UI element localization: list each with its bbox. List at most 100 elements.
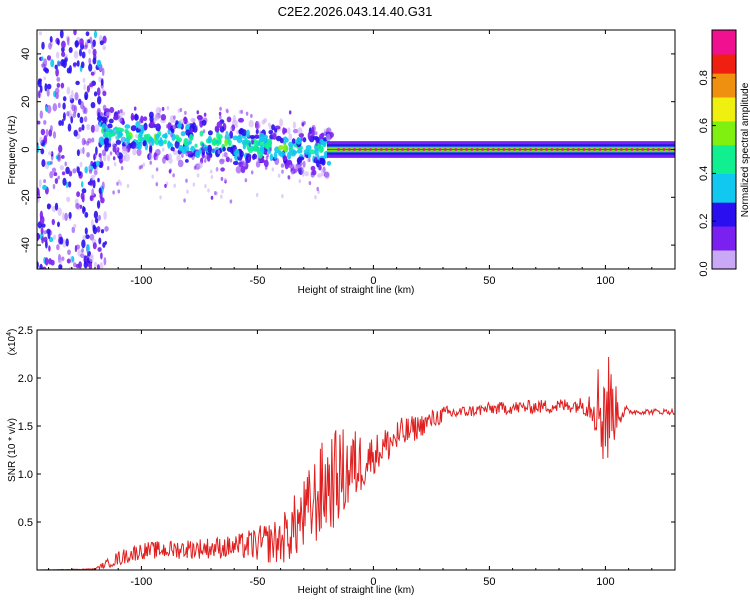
spectrogram-cell — [209, 169, 213, 174]
spectrogram-cell — [207, 130, 213, 136]
peak-marker — [353, 148, 356, 151]
colorbar-tick-label: 0.4 — [698, 166, 710, 181]
spectrogram-cell — [58, 120, 63, 126]
spectrogram-cell — [278, 145, 284, 151]
colorbar-step — [712, 225, 736, 229]
spectrogram-cell — [80, 61, 85, 69]
spectrogram-cell — [210, 174, 214, 180]
spectrogram-cell — [37, 120, 41, 125]
spectrogram-cell — [319, 157, 325, 165]
spectrogram-cell — [169, 168, 172, 173]
spectrogram-cell — [193, 165, 197, 170]
spectrogram-cell — [279, 118, 284, 127]
spectrogram-cell — [98, 237, 102, 245]
spectrogram-cell — [289, 164, 292, 169]
spectrogram-cell — [105, 127, 111, 133]
spectrogram-cell — [221, 189, 224, 194]
spectrogram-cell — [101, 67, 105, 77]
spectrogram-cell — [80, 253, 85, 259]
spectrogram-cell — [94, 217, 99, 224]
spectrogram-cell — [170, 132, 173, 138]
colorbar-step — [712, 84, 736, 88]
spectrogram-cell — [314, 147, 319, 157]
spectrogram-cell — [142, 162, 146, 167]
spectrogram-cell — [100, 140, 105, 146]
spectrogram-cell — [255, 192, 259, 198]
spectrogram-cell — [221, 153, 225, 158]
spectrogram-cell — [55, 68, 59, 77]
colorbar-step — [712, 264, 736, 268]
spectrogram-cell — [176, 154, 181, 162]
colorbar-step — [712, 73, 736, 77]
spectrogram-cell — [97, 177, 100, 183]
snr-scale-label: (x104) — [6, 329, 18, 356]
peak-marker — [449, 148, 453, 151]
colorbar-step — [712, 77, 736, 81]
spectrogram-panel: -100 -50 0 50 100 -40 -20 0 20 40 Height of strai… — [7, 29, 676, 296]
spectrogram-cell — [65, 181, 69, 189]
spectrogram-cell — [120, 166, 124, 171]
spectrogram-cell — [315, 142, 318, 147]
spectrogram-cell — [179, 119, 185, 124]
spectrogram-cell — [255, 129, 259, 135]
spectrogram-cell — [105, 130, 110, 139]
peak-marker — [454, 148, 458, 151]
spectrogram-cell — [96, 87, 101, 97]
spectrogram-cell — [164, 132, 168, 139]
snr-frame — [36, 329, 676, 571]
colorbar-step — [712, 254, 736, 258]
spectrogram-cell — [326, 127, 332, 136]
peak-marker — [630, 148, 634, 151]
spectrogram-cell — [112, 190, 115, 195]
spectrogram-cell — [236, 130, 239, 135]
peak-marker — [529, 148, 533, 151]
spectrogram-cell — [126, 183, 130, 188]
spectrogram-cell — [47, 230, 51, 240]
colorbar-step — [712, 151, 736, 155]
colorbar-step — [712, 173, 736, 177]
spectrogram-cell — [199, 130, 204, 137]
spectrogram-cell — [101, 149, 107, 157]
spectrogram-cell — [88, 48, 91, 55]
colorbar-step — [712, 230, 736, 234]
spectrogram-cell — [272, 132, 277, 140]
spectrogram-cell — [95, 166, 99, 171]
spectrogram-cell — [95, 146, 98, 156]
spectrogram-cell — [43, 230, 48, 235]
spectrogram-cell — [116, 152, 120, 157]
spectrogram-cell — [53, 172, 58, 177]
y-tick-label: 0.5 — [18, 517, 33, 529]
colorbar-step — [712, 58, 736, 62]
spectrogram-cell — [212, 148, 215, 153]
spectrogram-cell — [100, 229, 105, 234]
spectrogram-cell — [155, 182, 159, 187]
spectrogram-cell — [284, 128, 288, 134]
peak-marker — [481, 148, 485, 151]
colorbar-step — [712, 99, 736, 103]
spectrogram-cell — [113, 162, 117, 167]
spectrogram-cell — [154, 123, 160, 129]
spectrogram-cell — [224, 138, 229, 147]
spectrogram-cell — [297, 127, 303, 135]
colorbar-step — [712, 82, 736, 86]
spectrogram-cell — [103, 108, 107, 113]
spectrogram-cell — [201, 143, 205, 148]
colorbar-step — [712, 127, 736, 131]
spectrogram-cell — [223, 152, 228, 158]
spectrogram-cell — [88, 57, 92, 65]
spectrogram-cell — [104, 143, 109, 152]
spectrogram-cell — [56, 77, 61, 82]
colorbar-step — [712, 113, 736, 117]
spectrogram-cell — [218, 134, 223, 140]
spectrogram-cell — [81, 239, 86, 249]
spectrogram-cell — [43, 179, 47, 184]
spectrogram-cell — [54, 87, 60, 95]
colorbar-step — [712, 104, 736, 108]
spectrogram-cell — [311, 126, 315, 132]
colorbar-step — [712, 168, 736, 172]
colorbar-step — [712, 34, 736, 38]
spectrogram-cell — [143, 125, 147, 131]
spectrogram-cell — [89, 195, 93, 202]
spectrogram-cell — [59, 30, 64, 39]
y-tick-label: 2.0 — [18, 373, 33, 385]
